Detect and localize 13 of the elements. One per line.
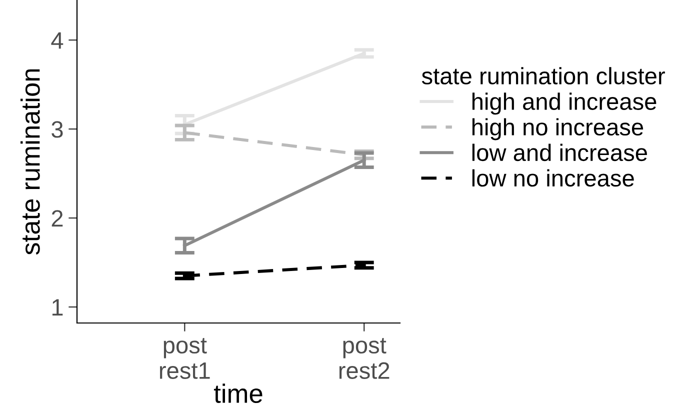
legend-label: high and increase: [472, 92, 656, 115]
x-axis-title: time: [214, 384, 262, 404]
y-tick-label: 4: [51, 32, 64, 49]
legend-label: high no increase: [472, 118, 644, 140]
y-tick-label: 1: [52, 299, 63, 316]
y-tick-label: 2: [52, 210, 63, 227]
legend-label: low no increase: [472, 169, 634, 187]
x-tick-label: post rest2: [339, 338, 390, 379]
y-tick-label: 3: [52, 121, 63, 138]
y-axis-title: state rumination: [20, 69, 40, 255]
legend-label: low and increase: [472, 144, 647, 162]
x-tick-label: post rest1: [160, 338, 210, 379]
legend-title: state rumination cluster: [422, 67, 665, 84]
